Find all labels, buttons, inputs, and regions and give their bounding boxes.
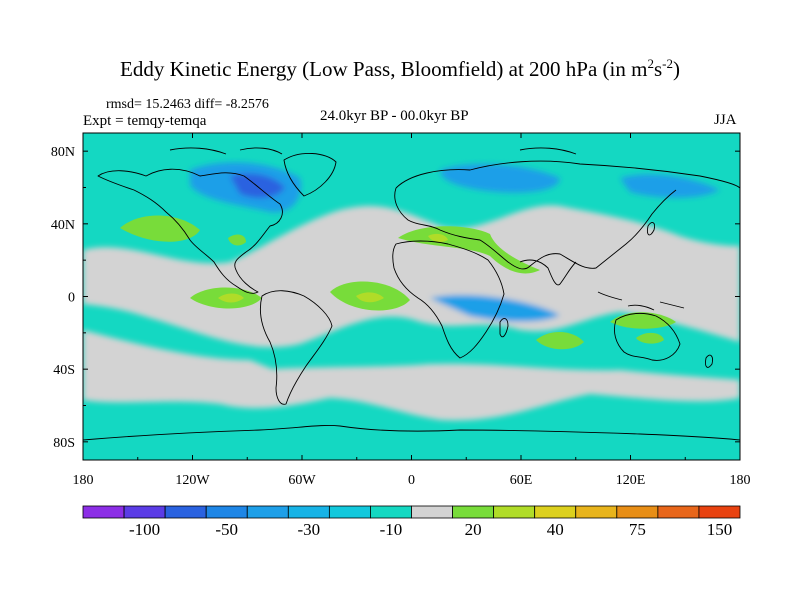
x-tick-label: 120W xyxy=(175,473,210,488)
title-mid: s xyxy=(653,57,663,81)
coast-africa xyxy=(392,240,505,359)
title-main: Eddy Kinetic Energy (Low Pass, Bloomfiel… xyxy=(120,57,648,81)
field-green-eq-pacific-core xyxy=(218,293,244,303)
colorbar-swatch xyxy=(287,505,330,519)
colorbar-label: 20 xyxy=(464,520,482,539)
coast-india xyxy=(519,259,577,286)
colorbar-swatch xyxy=(123,505,166,519)
x-tick-label: 0 xyxy=(408,473,415,488)
field-green-australia xyxy=(636,332,664,344)
colorbar-swatch xyxy=(698,505,741,519)
x-axis: 180 120W 60W 0 60E 120E 180 xyxy=(73,133,751,488)
field-blue-pacific-north xyxy=(620,174,720,198)
field-green-us xyxy=(228,234,246,246)
title-sup-2: 2 xyxy=(647,56,654,71)
colorbar-swatch xyxy=(370,505,412,519)
colorbar-swatch xyxy=(164,505,207,519)
x-tick-label: 60W xyxy=(288,473,316,488)
coast-south-america xyxy=(259,290,333,405)
colorbar-label: -30 xyxy=(297,520,321,539)
field-gray-tropics xyxy=(83,262,740,348)
coast-greenland xyxy=(283,153,337,197)
y-axis: 80N 40N 0 40S 80S xyxy=(51,145,740,451)
colorbar xyxy=(82,505,741,519)
colorbar-swatch xyxy=(246,505,289,519)
experiment-label: Expt = temqy-temqa xyxy=(83,113,207,129)
colorbar-label: 150 xyxy=(706,520,733,539)
colorbar-swatch xyxy=(205,505,248,519)
colorbar-label: -50 xyxy=(215,520,239,539)
field-gray-south xyxy=(83,363,740,421)
coast-australia xyxy=(613,312,681,361)
colorbar-swatch xyxy=(616,505,659,519)
stats-text: rmsd= 15.2463 diff= -8.2576 xyxy=(106,97,269,112)
colorbar-swatch xyxy=(657,505,700,519)
colorbar-label: 75 xyxy=(628,520,646,539)
coast-japan xyxy=(647,222,655,236)
field-green-eq-atlantic-core xyxy=(356,292,384,303)
coast-new-zealand xyxy=(705,354,713,368)
x-tick-label: 120E xyxy=(616,473,646,488)
x-tick-label: 60E xyxy=(510,473,533,488)
field-green-pacific xyxy=(120,215,200,242)
coastlines xyxy=(83,147,740,441)
y-tick-label: 40S xyxy=(53,363,75,378)
field-green-indonesia xyxy=(610,312,676,329)
period-label: 24.0kyr BP - 00.0kyr BP xyxy=(320,108,469,124)
colorbar-label: 40 xyxy=(546,520,564,539)
colorbar-swatch xyxy=(534,505,577,519)
field-green-south-atlantic xyxy=(536,331,584,350)
colorbar-swatch xyxy=(575,505,618,519)
title-end: ) xyxy=(672,57,680,81)
colorbar-swatch xyxy=(328,505,371,519)
field-green-med-core xyxy=(428,233,448,243)
coast-eurasia xyxy=(394,160,740,270)
colorbar-swatch xyxy=(82,505,125,519)
chart-title: Eddy Kinetic Energy (Low Pass, Bloomfiel… xyxy=(0,56,800,82)
season-label: JJA xyxy=(714,112,737,128)
y-tick-label: 80N xyxy=(51,145,75,160)
x-tick-label: 180 xyxy=(730,473,751,488)
coast-arctic-islands xyxy=(169,147,577,155)
field-blue-dark-north xyxy=(230,173,285,198)
x-tick-label: 180 xyxy=(73,473,94,488)
colorbar-swatch xyxy=(452,505,495,519)
field-blue-atlantic-south xyxy=(430,295,560,322)
field-layer xyxy=(83,133,740,460)
coast-antarctica xyxy=(83,425,740,441)
title-sup-minus2: -2 xyxy=(662,56,673,71)
coast-madagascar xyxy=(499,318,509,338)
field-blue-siberia xyxy=(440,163,560,193)
coast-north-america xyxy=(97,168,283,294)
colorbar-label: -100 xyxy=(129,520,161,539)
y-tick-label: 80S xyxy=(53,436,75,451)
y-tick-label: 40N xyxy=(51,218,75,233)
field-green-layer xyxy=(120,215,676,350)
coast-indonesia xyxy=(597,291,685,311)
colorbar-label: -10 xyxy=(379,520,403,539)
y-tick-label: 0 xyxy=(68,291,75,306)
colorbar-swatch xyxy=(411,505,453,519)
colorbar-swatch xyxy=(493,505,536,519)
